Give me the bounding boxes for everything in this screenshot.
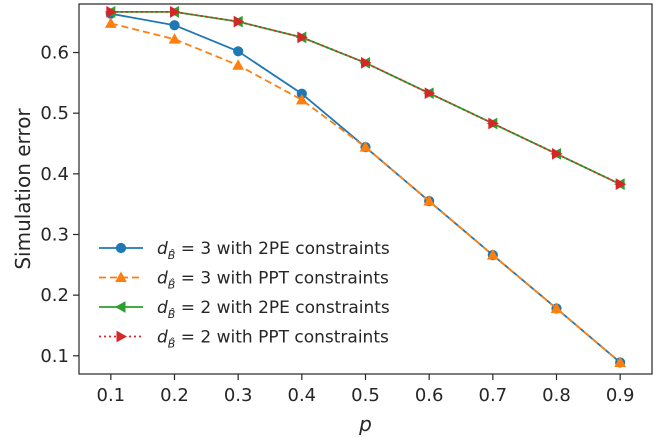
y-tick-label: 0.5 — [40, 103, 69, 124]
data-point — [295, 93, 308, 105]
data-point — [486, 249, 499, 260]
legend-prefix: d — [157, 239, 168, 259]
y-axis-label: Simulation error — [11, 108, 35, 270]
legend-subscript: B̂ — [168, 278, 176, 291]
x-tick-label: 0.4 — [288, 385, 317, 406]
legend-prefix: d — [157, 328, 168, 348]
axes: 0.1 0.2 0.3 0.4 0.5 0.6 0.7 0.8 0.9 0.1 0.2 0.3 0.4 0… — [40, 3, 653, 406]
y-tick-label: 0.2 — [40, 285, 69, 306]
data-point — [297, 31, 308, 44]
legend-marker — [115, 271, 127, 282]
legend-marker — [116, 330, 128, 343]
legend-label: dB̂ = 3 with PPT constraints — [157, 269, 389, 292]
legend-box — [93, 231, 433, 355]
legend-item-4: dB̂ = 2 with PPT constraints — [99, 328, 389, 351]
legend-suffix: = 3 with 2PE constraints — [175, 239, 390, 259]
x-tick-label: 0.1 — [97, 385, 126, 406]
data-point — [424, 87, 436, 100]
data-point — [170, 6, 181, 18]
x-tick-label: 0.8 — [542, 385, 571, 406]
legend-label: dB̂ = 2 with 2PE constraints — [157, 298, 390, 321]
data-point — [233, 46, 244, 57]
data-point — [614, 356, 627, 367]
data-point — [106, 6, 117, 18]
data-point — [104, 17, 117, 28]
legend-prefix: d — [157, 269, 168, 289]
legend-item-3: dB̂ = 2 with 2PE constraints — [99, 298, 390, 321]
legend-marker — [115, 242, 127, 254]
data-point — [169, 20, 180, 31]
y-tick-label: 0.3 — [40, 224, 69, 245]
x-tick-label: 0.6 — [415, 385, 444, 406]
plot-area — [104, 6, 627, 368]
legend-suffix: = 2 with 2PE constraints — [175, 298, 390, 318]
data-point — [550, 302, 563, 313]
x-tick-label: 0.9 — [606, 385, 635, 406]
data-point — [423, 195, 436, 206]
legend-label: dB̂ = 2 with PPT constraints — [157, 328, 389, 351]
legend-suffix: = 2 with PPT constraints — [175, 328, 389, 348]
data-point — [168, 33, 181, 44]
data-point — [232, 59, 245, 70]
series-4 — [106, 6, 627, 190]
series-2 — [104, 17, 627, 367]
data-point — [233, 15, 245, 28]
legend-marker — [114, 301, 126, 313]
data-point — [361, 56, 372, 69]
legend-suffix: = 3 with PPT constraints — [175, 269, 389, 289]
y-tick-label: 0.6 — [40, 43, 69, 64]
legend-subscript: B̂ — [168, 249, 176, 262]
data-point — [615, 178, 627, 190]
x-axis-label: p — [358, 412, 372, 436]
y-tick-label: 0.4 — [40, 164, 69, 185]
x-tick-label: 0.5 — [351, 385, 380, 406]
x-tick-label: 0.7 — [479, 385, 508, 406]
y-tick-label: 0.1 — [40, 346, 69, 367]
legend-item-2: dB̂ = 3 with PPT constraints — [99, 269, 389, 292]
legend-item-1: dB̂ = 3 with 2PE constraints — [99, 239, 390, 262]
series-line — [110, 10, 621, 185]
data-point — [359, 141, 372, 152]
legend-subscript: B̂ — [168, 308, 176, 321]
legend-label: dB̂ = 3 with 2PE constraints — [157, 239, 390, 262]
legend-prefix: d — [157, 298, 168, 318]
x-tick-label: 0.3 — [224, 385, 253, 406]
data-point — [488, 117, 499, 130]
data-point — [552, 147, 563, 160]
x-tick-label: 0.2 — [160, 385, 189, 406]
legend-subscript: B̂ — [168, 337, 176, 350]
